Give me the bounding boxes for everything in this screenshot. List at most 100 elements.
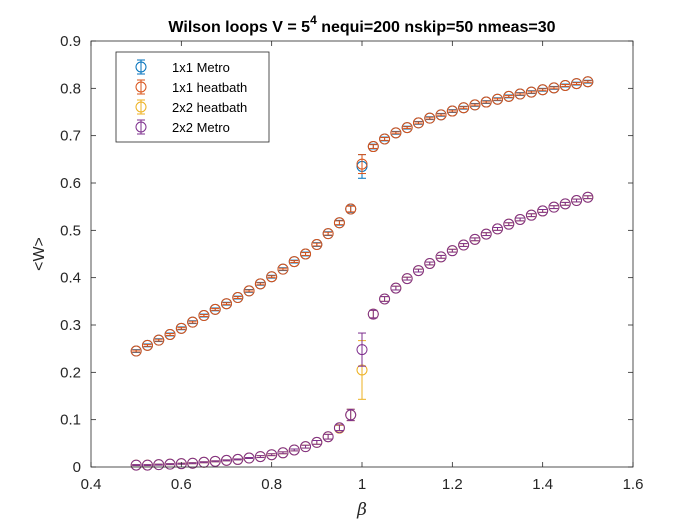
legend-marker	[135, 101, 147, 113]
data-point	[525, 209, 537, 221]
data-point	[153, 334, 165, 346]
data-point	[435, 251, 447, 263]
data-point	[446, 245, 458, 257]
y-tick-label: 0.4	[60, 270, 81, 287]
data-point	[288, 444, 300, 456]
data-point	[367, 141, 379, 153]
data-point	[412, 117, 424, 129]
data-point	[492, 223, 503, 235]
data-point	[175, 458, 187, 470]
data-point	[356, 158, 368, 170]
data-point	[492, 93, 503, 105]
data-point	[390, 127, 402, 139]
y-tick-label: 0.7	[60, 128, 81, 145]
data-point	[367, 308, 379, 320]
data-point	[277, 447, 289, 459]
legend-entry-2: 2x2 heatbath	[135, 99, 247, 115]
y-tick-label: 0.6	[60, 175, 81, 192]
axes: 0.4 0.6 0.8 1 1.2 1.4 1.6 0 0.1 0.2 0.3 0.4 0.5 0.6 0.…	[60, 33, 643, 493]
data-point	[141, 459, 153, 471]
data-point	[582, 76, 594, 88]
data-point	[514, 213, 526, 225]
data-marks	[130, 76, 594, 471]
data-point	[254, 451, 266, 463]
legend-entry-3: 2x2 Metro	[135, 119, 230, 135]
data-point	[469, 99, 481, 111]
data-point	[537, 84, 549, 96]
data-point	[446, 105, 458, 117]
data-point	[164, 328, 176, 340]
series-1	[130, 76, 594, 357]
data-point	[243, 452, 255, 464]
y-tick-label: 0.5	[60, 222, 81, 239]
legend-label: 2x2 heatbath	[172, 100, 247, 115]
data-point	[209, 303, 221, 315]
legend-entry-0: 1x1 Metro	[135, 59, 230, 75]
legend-marker	[135, 61, 147, 73]
data-point	[345, 203, 357, 215]
data-point	[187, 316, 199, 328]
y-tick-label: 0.2	[60, 364, 81, 381]
data-point	[559, 79, 571, 91]
data-point	[559, 198, 571, 210]
y-tick-label: 0	[73, 459, 81, 476]
data-point	[221, 298, 232, 310]
data-point	[435, 109, 447, 121]
data-point	[537, 205, 549, 217]
data-point	[209, 455, 221, 467]
data-point	[333, 217, 345, 229]
data-point	[153, 459, 165, 471]
data-point	[232, 292, 244, 304]
legend-label: 1x1 Metro	[172, 60, 230, 75]
data-point	[412, 265, 424, 277]
data-point	[130, 459, 142, 471]
legend-label: 1x1 heatbath	[172, 80, 247, 95]
legend-marker	[135, 81, 147, 93]
legend-label: 2x2 Metro	[172, 120, 230, 135]
legend-entry-1: 1x1 heatbath	[135, 79, 247, 95]
y-tick-label: 0.8	[60, 80, 81, 97]
data-point	[480, 96, 492, 108]
x-tick-label: 1	[358, 476, 366, 493]
data-point	[322, 431, 334, 443]
data-point	[243, 285, 255, 297]
data-point	[390, 282, 402, 294]
data-point	[480, 228, 492, 240]
data-point	[164, 458, 176, 470]
y-tick-label: 0.9	[60, 33, 81, 50]
x-axis-label: β	[356, 500, 367, 520]
data-point	[175, 322, 187, 334]
data-point	[288, 256, 300, 268]
chart-title: Wilson loops V = 54 nequi=200 nskip=50 n…	[168, 13, 555, 36]
data-point	[379, 133, 391, 145]
data-point	[266, 271, 278, 283]
data-point	[356, 344, 368, 356]
data-point	[300, 248, 312, 260]
data-point	[254, 278, 266, 290]
data-point	[424, 112, 436, 124]
data-point	[333, 422, 345, 434]
x-tick-label: 0.8	[261, 476, 282, 493]
data-point	[571, 195, 583, 207]
data-point	[503, 90, 515, 102]
data-point	[571, 78, 583, 90]
legend: 1x1 Metro 1x1 heatbath 2x2 heatbath 2x2 Met…	[115, 51, 270, 143]
data-point	[401, 122, 413, 134]
data-point	[458, 239, 470, 251]
data-point	[141, 339, 153, 351]
data-point	[322, 228, 334, 240]
y-axis-label: <W>	[31, 237, 48, 271]
data-point	[266, 449, 278, 461]
data-point	[582, 191, 594, 203]
x-tick-label: 1.2	[442, 476, 463, 493]
data-point	[469, 233, 481, 245]
x-tick-label: 0.6	[171, 476, 192, 493]
x-tick-label: 1.4	[532, 476, 553, 493]
data-point	[345, 409, 357, 421]
data-point	[401, 273, 413, 285]
data-point	[514, 88, 526, 100]
y-tick-label: 0.3	[60, 317, 81, 334]
data-point	[277, 263, 289, 275]
data-point	[503, 218, 515, 230]
